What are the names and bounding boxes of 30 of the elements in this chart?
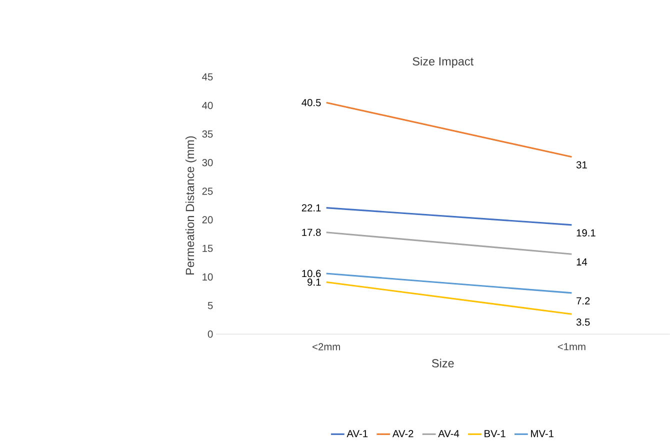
x-tick-label: <1mm: [558, 342, 586, 350]
legend-label: AV-1: [346, 430, 368, 437]
data-label: 9.1: [308, 278, 321, 286]
data-label: 10.6: [302, 270, 321, 277]
y-axis-title: Permeation Distance (mm): [185, 136, 196, 274]
data-label: 7.2: [576, 297, 590, 304]
x-tick-label: <2mm: [312, 342, 340, 350]
data-label: 14: [576, 258, 588, 266]
y-tick-label: 0: [208, 330, 213, 338]
data-label: 19.1: [576, 229, 596, 236]
legend-label: AV-4: [438, 430, 460, 437]
y-tick-label: 40: [202, 102, 213, 109]
data-label: 22.1: [302, 204, 321, 212]
data-label: 31: [576, 161, 587, 168]
y-tick-label: 15: [202, 244, 213, 252]
data-label: 17.8: [302, 228, 321, 236]
y-tick-label: 45: [202, 73, 213, 80]
y-tick-label: 35: [202, 130, 213, 138]
chart-title: Size Impact: [412, 56, 474, 68]
x-axis-title: Size: [432, 358, 454, 368]
y-tick-label: 25: [202, 187, 213, 195]
legend-label: MV-1: [531, 430, 554, 437]
y-tick-label: 20: [202, 216, 213, 224]
data-label: 3.5: [576, 318, 590, 326]
data-label: 40.5: [302, 98, 321, 106]
y-tick-label: 10: [202, 273, 213, 280]
legend-label: AV-2: [392, 430, 414, 437]
y-tick-label: 5: [208, 302, 213, 309]
legend-label: BV-1: [484, 430, 506, 437]
y-tick-label: 30: [202, 158, 213, 166]
